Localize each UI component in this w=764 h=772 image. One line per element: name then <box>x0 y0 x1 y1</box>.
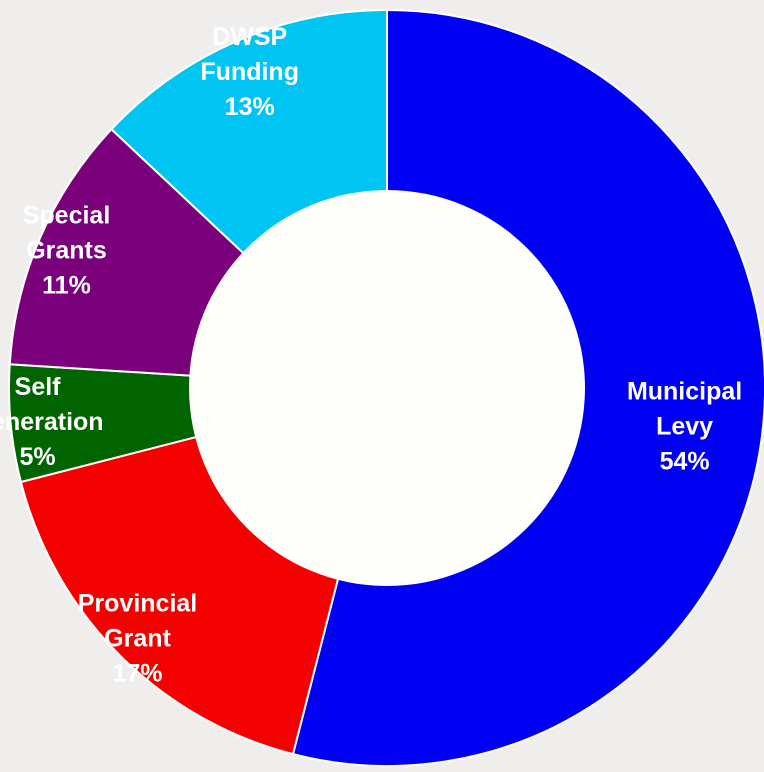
slice-label-line: Provincial <box>78 590 198 618</box>
slice-percent: 5% <box>20 443 56 471</box>
slice-label-line: Self <box>15 373 62 401</box>
slice-percent: 54% <box>660 448 710 476</box>
slice-percent: 13% <box>225 93 275 121</box>
slice-label-municipal-levy: Municipal Levy 54% <box>627 378 742 476</box>
slice-label-dwsp-funding: DWSP Funding 13% <box>200 23 299 121</box>
slice-label-special-grants: Special Grants 11% <box>23 201 111 299</box>
slice-label-line: Municipal <box>627 378 742 406</box>
slice-label-self-generation: Self Generation 5% <box>0 373 104 471</box>
slice-label-line: Generation <box>0 408 104 436</box>
donut-hole <box>189 190 585 586</box>
slice-percent: 11% <box>42 271 91 299</box>
slice-label-line: Grants <box>26 236 107 264</box>
labels-layer: Municipal Levy 54% Provincial Grant 17% Self Ge… <box>0 23 742 688</box>
slice-percent: 17% <box>112 660 162 688</box>
slice-label-provincial-grant: Provincial Grant 17% <box>78 590 198 688</box>
slice-label-line: Special <box>23 201 111 229</box>
slice-label-line: DWSP <box>212 23 287 51</box>
slice-label-line: Funding <box>200 58 299 86</box>
slice-label-line: Grant <box>104 625 171 653</box>
slice-label-line: Levy <box>656 413 713 441</box>
